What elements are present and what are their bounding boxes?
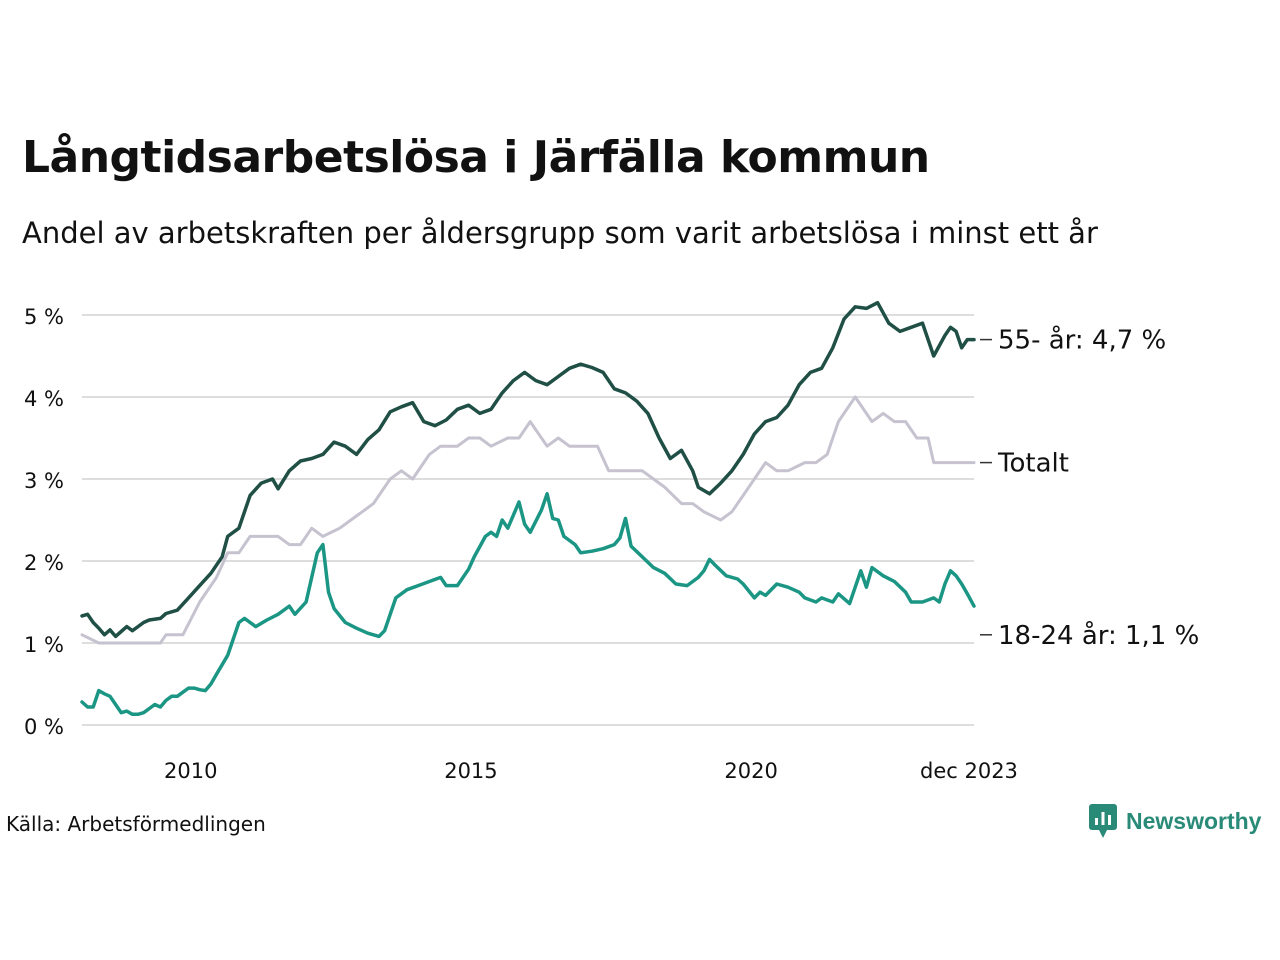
x-axis-tick-labels: 2010 2015 2020 dec 2023 [164,759,1018,783]
chart-title: Långtidsarbetslösa i Järfälla kommun [22,132,930,183]
series-end-labels: Totalt 55- år: 4,7 % 18-24 år: 1,1 % [980,325,1199,651]
x-tick-label: 2010 [164,759,217,783]
series-lines [80,300,976,717]
chart-subtitle: Andel av arbetskraften per åldersgrupp s… [22,216,1098,250]
newsworthy-icon [1089,804,1117,838]
y-tick-label: 0 % [24,715,64,739]
source-note: Källa: Arbetsförmedlingen [6,812,266,836]
y-tick-label: 4 % [24,387,64,411]
series-line-total [80,395,976,645]
x-tick-label: dec 2023 [920,759,1018,783]
brand-name: Newsworthy [1126,807,1262,834]
y-tick-label: 3 % [24,469,64,493]
series-label-total: Totalt [997,449,1069,479]
y-tick-label: 2 % [24,551,64,575]
x-tick-label: 2020 [724,759,777,783]
y-axis-tick-labels: 0 % 1 % 2 % 3 % 4 % 5 % [24,305,64,739]
x-tick-label: 2015 [444,759,497,783]
series-label-age18: 18-24 år: 1,1 % [998,620,1199,651]
series-label-age55: 55- år: 4,7 % [998,325,1166,356]
series-line-age18 [80,492,976,717]
brand-logo: Newsworthy [1088,803,1261,839]
y-tick-label: 5 % [24,305,64,329]
series-line-age55 [80,300,976,639]
gridlines [82,314,974,726]
y-tick-label: 1 % [24,633,64,657]
